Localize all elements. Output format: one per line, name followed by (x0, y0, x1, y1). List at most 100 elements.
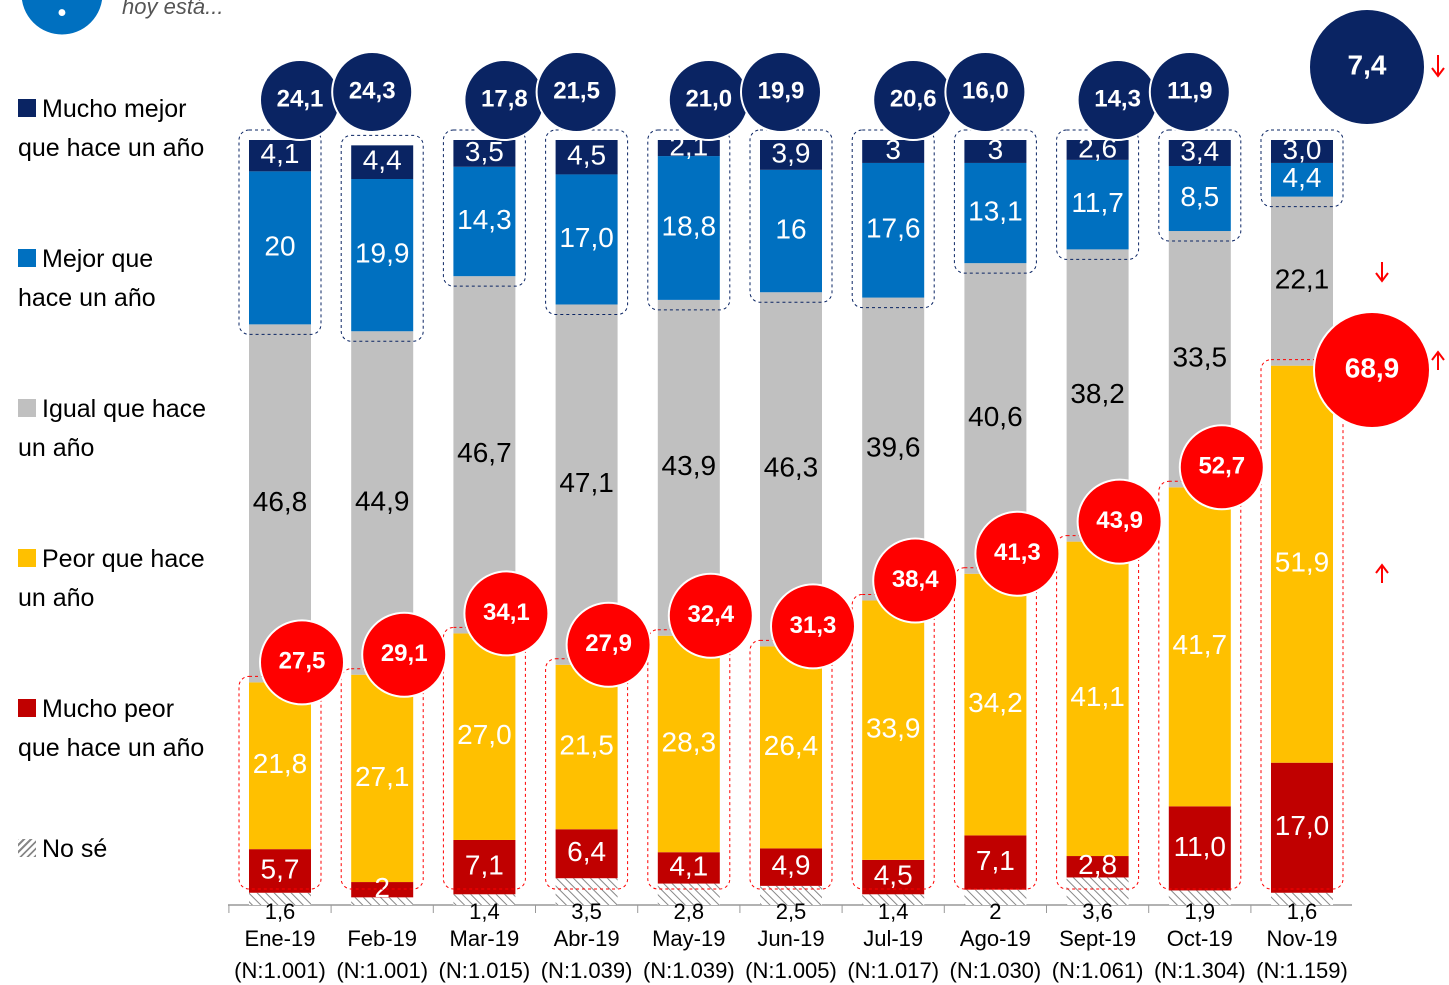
bar-segment (657, 156, 720, 300)
value-label: 3,5 (465, 136, 504, 167)
value-label: 17,0 (559, 222, 614, 253)
x-tick-label: Mar-19 (450, 926, 520, 951)
bar-segment (453, 166, 516, 277)
value-label: 3,4 (1180, 135, 1219, 166)
negative-total (463, 570, 550, 657)
negative-total-label: 27,9 (585, 630, 632, 657)
value-label: 39,6 (866, 431, 921, 462)
bar-segment (964, 162, 1027, 264)
x-tick-sublabel: (N:1.304) (1154, 958, 1246, 983)
x-tick-label: Oct-19 (1167, 926, 1233, 951)
bar-segment (657, 635, 720, 853)
negative-total (1076, 478, 1163, 565)
value-label: 43,9 (662, 450, 717, 481)
value-label: 1,4 (469, 899, 500, 924)
bar-segment (1168, 140, 1231, 167)
value-label: 21,8 (253, 748, 308, 779)
value-label: 4,9 (772, 850, 811, 881)
value-label: 3,9 (772, 137, 811, 168)
bar-segment (453, 140, 516, 167)
value-label: 27,1 (355, 761, 410, 792)
x-tick-sublabel: (N:1.030) (950, 958, 1042, 983)
positive-total-label: 11,9 (1167, 77, 1212, 104)
bar-segment (1271, 365, 1333, 763)
value-label: 40,6 (968, 401, 1023, 432)
negative-total-label: 43,9 (1096, 507, 1143, 534)
value-label: 2,5 (776, 899, 807, 924)
bar-segment (1168, 806, 1231, 891)
positive-total-label: 17,8 (481, 85, 528, 112)
positive-total-label: 19,9 (758, 77, 805, 104)
bar-segment (555, 664, 618, 830)
legend-entry: Peor que hace un año (18, 540, 208, 618)
bar-segment (862, 140, 925, 163)
x-tick-label: Feb-19 (347, 926, 417, 951)
value-label: 46,7 (457, 437, 512, 468)
bar-segment (555, 829, 618, 879)
x-tick-sublabel: (N:1.005) (745, 958, 837, 983)
value-label: 13,1 (968, 195, 1023, 226)
value-label: 21,5 (559, 729, 614, 760)
x-tick-label: Ago-19 (960, 926, 1031, 951)
negative-total (974, 510, 1061, 597)
legend-swatch (18, 699, 36, 717)
negative-total-label: 29,1 (381, 640, 428, 667)
negative-total-label: 32,4 (687, 601, 734, 628)
value-label: 4,4 (363, 145, 402, 176)
positive-total (944, 51, 1027, 133)
legend-label: Peor que hace un año (18, 545, 205, 612)
bar-segment (351, 145, 414, 180)
value-label: 33,9 (866, 713, 921, 744)
x-tick-sublabel: (N:1.159) (1256, 958, 1348, 983)
legend-swatch (18, 549, 36, 567)
value-label: 3 (988, 134, 1004, 165)
value-label: 51,9 (1275, 547, 1330, 578)
group-outline (340, 134, 424, 342)
value-label: 38,2 (1070, 378, 1125, 409)
bar-segment (1066, 140, 1129, 160)
bar-segment (1066, 541, 1129, 857)
legend-label: Igual que hace un año (18, 395, 207, 462)
bar-segment (453, 894, 516, 905)
bar-segment (351, 882, 414, 898)
bar-segment (657, 140, 720, 157)
value-label: 6,4 (567, 836, 606, 867)
value-label: 17,6 (866, 213, 921, 244)
x-tick-label: Abr-19 (554, 926, 620, 951)
subtitle: hoy está... (122, 0, 224, 19)
bar-segment (1271, 140, 1333, 163)
negative-total-label: 52,7 (1198, 453, 1245, 480)
value-label: 46,3 (764, 452, 819, 483)
legend-entry: No sé (18, 830, 208, 869)
bar-segment (249, 892, 311, 905)
value-label: 44,9 (355, 485, 410, 516)
x-tick-sublabel: (N:1.017) (847, 958, 939, 983)
legend-entry: Mejor que hace un año (18, 240, 208, 318)
positive-total-label: 21,0 (685, 85, 732, 112)
legend-swatch (18, 839, 36, 857)
bar-segment (760, 140, 822, 170)
negative-total (361, 611, 448, 698)
positive-total-label: 14,3 (1094, 85, 1141, 112)
bar-segment (453, 633, 516, 840)
value-label: 3,6 (1082, 899, 1113, 924)
group-outline (1260, 129, 1344, 208)
value-label: 4,4 (1283, 162, 1322, 193)
trend-arrows (1375, 55, 1445, 583)
bar-segment (1271, 196, 1333, 366)
value-label: 11,7 (1071, 187, 1123, 218)
value-label: 7,1 (465, 850, 504, 881)
value-label: 4,1 (261, 138, 300, 169)
value-label: 47,1 (559, 467, 614, 498)
bar-segment (964, 889, 1027, 905)
x-tick-sublabel: (N:1.061) (1052, 958, 1144, 983)
value-label: 16 (775, 213, 806, 244)
bar-segment (1168, 166, 1231, 232)
value-label: 28,3 (662, 726, 717, 757)
x-tick-sublabel: (N:1.015) (439, 958, 531, 983)
value-label: 4,5 (567, 140, 606, 171)
legend-label: No sé (42, 835, 108, 863)
value-label: 17,0 (1275, 810, 1330, 841)
